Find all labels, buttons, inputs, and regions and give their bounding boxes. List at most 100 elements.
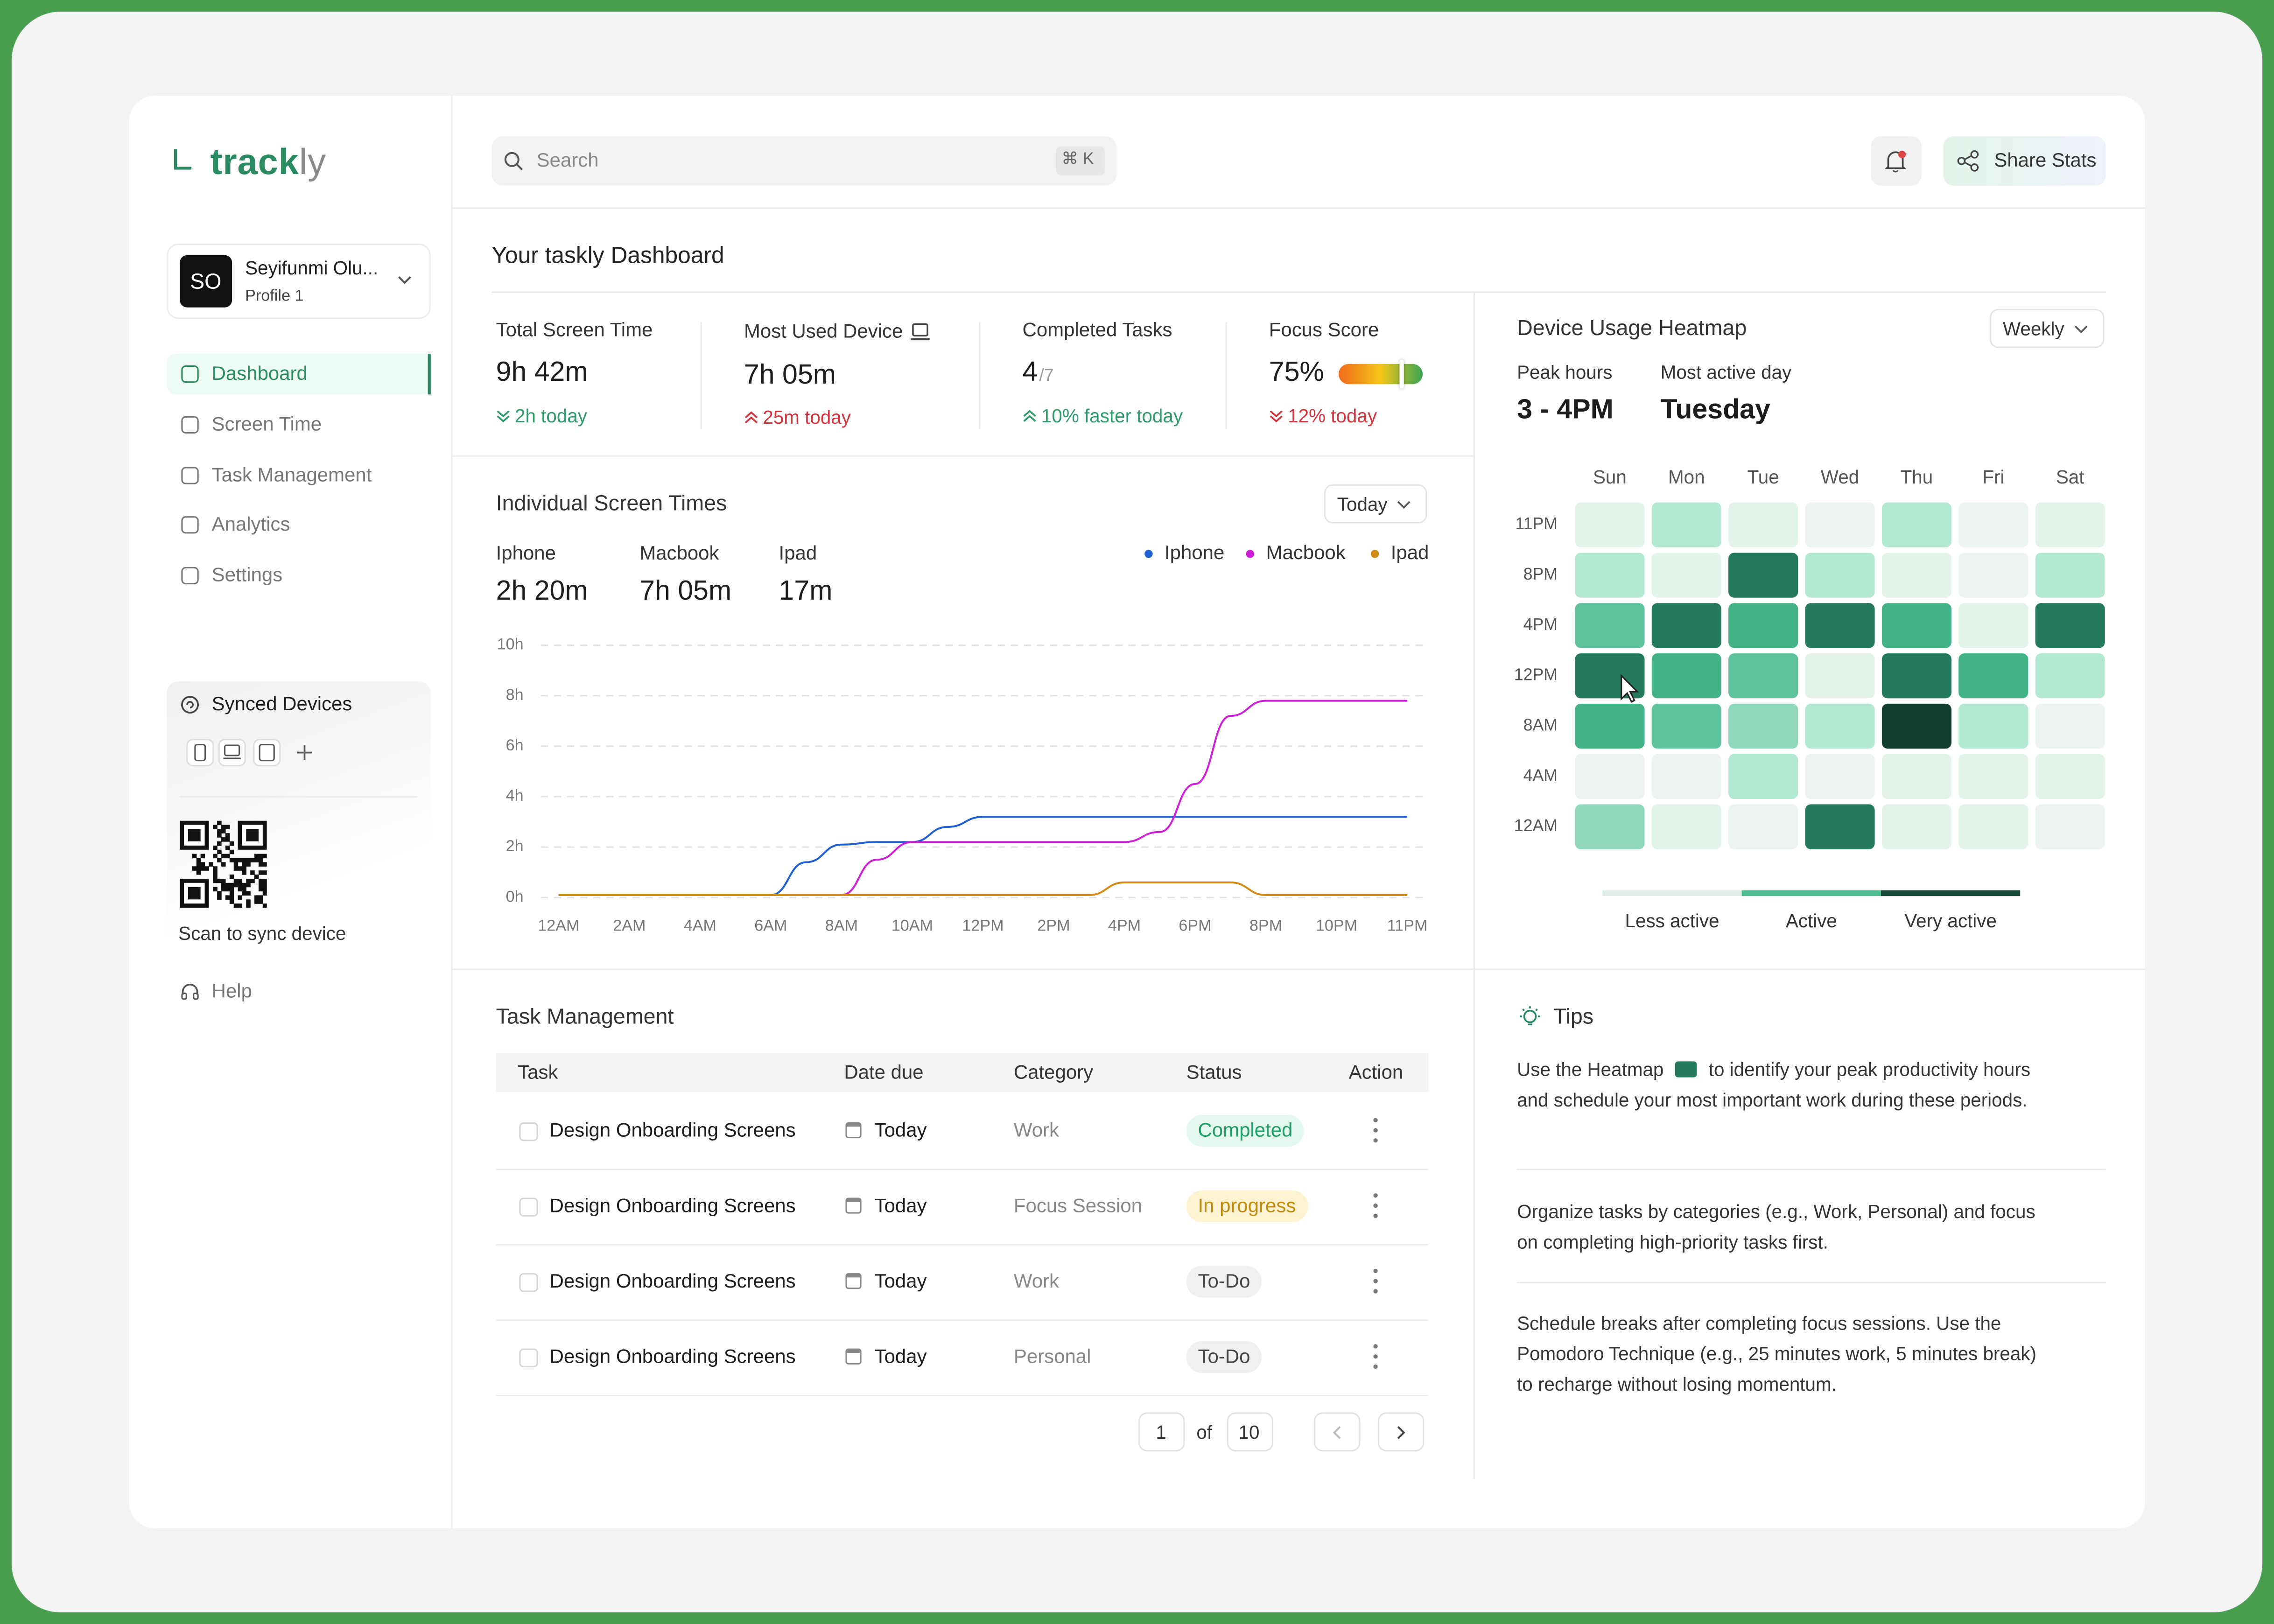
nav-icon	[181, 466, 199, 484]
series-line	[558, 881, 1408, 896]
y-tick-label: 2h	[506, 837, 524, 855]
checkbox[interactable]	[519, 1348, 538, 1367]
nav-icon	[181, 416, 199, 434]
qr-module	[225, 837, 230, 842]
day-label: Fri	[1982, 466, 2004, 488]
qr-module	[254, 858, 259, 863]
qr-module	[262, 887, 267, 892]
tips-title: Tips	[1553, 1005, 1594, 1030]
stat-value: 9h 42m	[496, 357, 588, 391]
day-label: Sat	[2056, 466, 2084, 488]
nav-item[interactable]: Screen Time	[211, 413, 322, 435]
legend-swatch	[1144, 550, 1153, 558]
prev-page[interactable]	[1314, 1412, 1361, 1452]
x-tick-label: 2AM	[613, 917, 646, 934]
qr-module	[242, 870, 246, 875]
tip: Use the Heatmap to identify your peak pro…	[1517, 1054, 2054, 1115]
action-menu[interactable]	[1373, 1118, 1379, 1144]
x-tick-label: 2PM	[1037, 917, 1070, 934]
task-due: Today	[874, 1270, 927, 1292]
stat-divider	[979, 322, 981, 429]
range-dropdown[interactable]	[1990, 308, 2105, 348]
qr-module	[258, 854, 263, 859]
shortcut: ⌘ K	[1061, 151, 1094, 168]
nav-item[interactable]: Settings	[211, 564, 283, 586]
range-dropdown[interactable]	[1324, 484, 1427, 524]
tip-text: Use the Heatmap	[1517, 1058, 1664, 1080]
day-label: Tue	[1748, 466, 1779, 488]
trend-arrow	[1270, 410, 1283, 423]
qr-module	[221, 887, 226, 892]
stat-number: 4	[1022, 357, 1038, 388]
sidebar-divider	[451, 96, 453, 1528]
qr-module	[242, 882, 246, 888]
hour-label: 12AM	[1514, 816, 1558, 835]
qr-module	[246, 891, 251, 896]
qr-module	[213, 866, 218, 871]
stat-label: Most Used Device	[744, 320, 903, 342]
qr-module	[209, 862, 213, 867]
chevron-path	[1397, 1426, 1405, 1439]
logo-secondary: ly	[299, 142, 326, 183]
qr-module	[225, 845, 230, 850]
row-divider	[496, 1395, 1429, 1397]
action-menu[interactable]	[1373, 1268, 1379, 1295]
task-status: Completed	[1186, 1115, 1305, 1148]
day-label: Thu	[1901, 466, 1933, 488]
notification-button[interactable]	[1871, 136, 1922, 186]
next-page[interactable]	[1377, 1412, 1425, 1452]
qr-module	[258, 895, 263, 900]
header-divider	[451, 207, 2145, 209]
cursor	[1621, 674, 1639, 703]
heatmap-cell	[1958, 653, 2028, 699]
action-menu[interactable]	[1373, 1344, 1379, 1370]
heatmap-cell	[1728, 703, 1798, 749]
checkbox[interactable]	[519, 1197, 538, 1216]
qr-module	[258, 870, 263, 875]
table-header	[496, 1052, 1429, 1092]
qr-module	[225, 882, 230, 888]
stat-suffix: /7	[1039, 364, 1054, 385]
profile-card[interactable]	[167, 244, 431, 319]
qr-module	[233, 866, 239, 871]
legend-swatch	[1246, 550, 1255, 558]
action-menu[interactable]	[1373, 1193, 1379, 1219]
dot	[1373, 1354, 1378, 1359]
checkbox[interactable]	[519, 1121, 538, 1141]
qr-module	[217, 878, 222, 883]
qr-module	[262, 878, 267, 883]
focus-gauge	[1338, 364, 1423, 385]
checkbox[interactable]	[519, 1272, 538, 1291]
help-link[interactable]: Help	[211, 980, 252, 1002]
calendar-icon	[845, 1273, 862, 1289]
y-tick-label: 4h	[506, 787, 524, 805]
heatmap-cell	[2035, 603, 2105, 648]
qr-module	[258, 862, 263, 867]
dot	[1373, 1128, 1378, 1133]
heatmap-cell	[2035, 653, 2105, 699]
nav-item[interactable]: Dashboard	[211, 362, 308, 385]
x-tick-label: 8AM	[825, 917, 858, 934]
qr-module	[225, 887, 230, 892]
chart-title: Individual Screen Times	[496, 491, 727, 517]
qr-module	[221, 854, 226, 859]
heatmap-cell	[1958, 502, 2028, 547]
nav-item[interactable]: Analytics	[211, 513, 290, 536]
qr-module	[242, 866, 246, 871]
search-box[interactable]	[491, 136, 1117, 186]
qr-module	[262, 870, 267, 875]
panel-divider	[1473, 293, 1475, 1479]
legend-label: Less active	[1625, 910, 1720, 931]
hour-label: 4PM	[1523, 615, 1558, 634]
qr-module	[221, 878, 226, 883]
nav-item[interactable]: Task Management	[211, 463, 372, 485]
stat-value: 75%	[1269, 357, 1324, 391]
qr-module	[200, 862, 205, 867]
search-placeholder: Search	[536, 149, 599, 171]
chevron	[1397, 501, 1411, 509]
share-button[interactable]	[1943, 136, 2106, 186]
heatmap-cell	[1651, 804, 1721, 849]
qr-module	[221, 829, 226, 833]
heatmap-cell	[1728, 553, 1798, 598]
